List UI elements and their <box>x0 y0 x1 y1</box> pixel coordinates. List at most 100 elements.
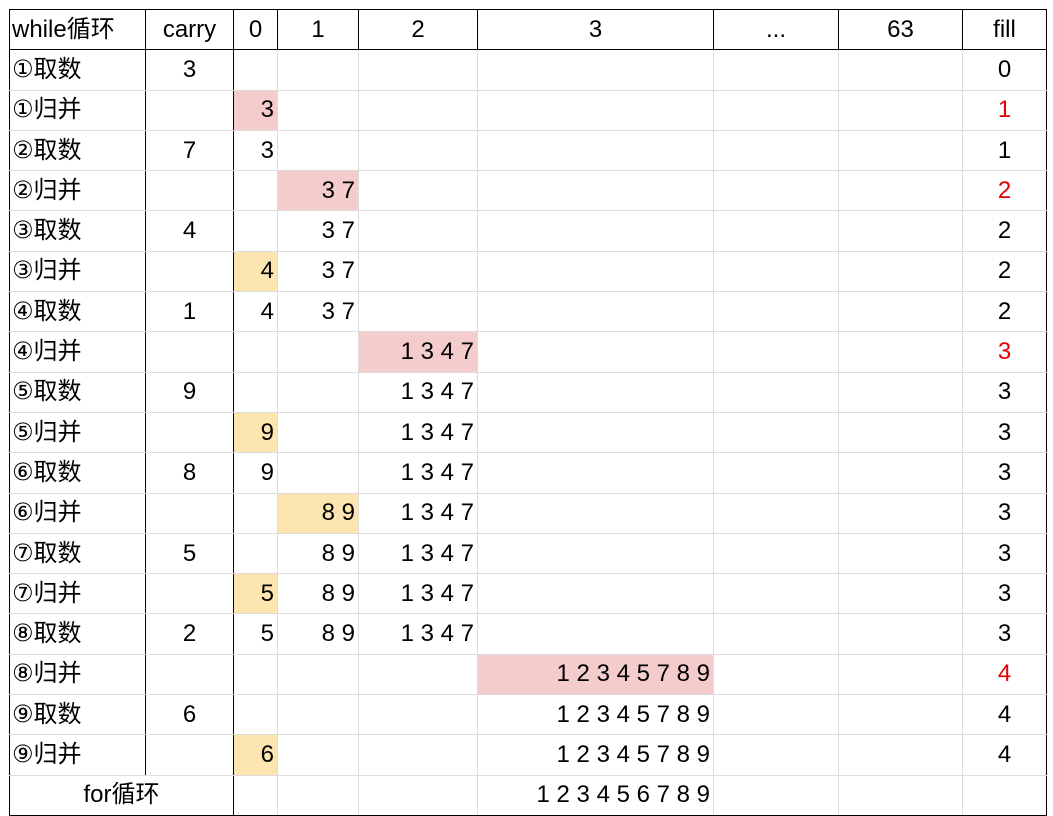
fill-cell: 4 <box>962 734 1047 776</box>
bucket-1-cell <box>277 89 359 131</box>
carry-cell: 2 <box>145 613 234 655</box>
bucket-ellipsis-cell <box>713 734 839 776</box>
bucket-2-cell <box>358 129 478 172</box>
bucket-63-cell <box>838 331 963 373</box>
bucket-1-cell <box>277 452 359 494</box>
row-label: ④归并 <box>9 331 146 373</box>
header-bucket-1: 1 <box>277 8 359 51</box>
for-loop-result: 1 2 3 4 5 6 7 8 9 <box>477 774 714 816</box>
carry-cell: 3 <box>145 49 234 91</box>
bucket-ellipsis-cell <box>713 89 839 131</box>
table-row: ④取数 1 4 3 7 2 <box>9 291 1047 333</box>
row-label: ①归并 <box>9 89 146 131</box>
bucket-63-cell <box>838 573 963 615</box>
carry-cell <box>145 170 234 212</box>
bucket-63-cell <box>838 129 963 172</box>
carry-cell <box>145 492 234 534</box>
fill-cell: 3 <box>962 492 1047 534</box>
bucket-3-cell <box>477 492 714 534</box>
header-bucket-ellipsis: ... <box>713 8 839 51</box>
fill-cell: 3 <box>962 371 1047 413</box>
row-label: ⑨归并 <box>9 734 146 776</box>
bucket-ellipsis-cell <box>713 573 839 615</box>
bucket-2-cell: 1 3 4 7 <box>358 331 478 373</box>
header-fill: fill <box>962 8 1047 51</box>
bucket-ellipsis-cell <box>713 653 839 696</box>
for-loop-empty-cell <box>713 774 839 816</box>
row-label: ⑤取数 <box>9 371 146 413</box>
bucket-ellipsis-cell <box>713 291 839 333</box>
bucket-3-cell <box>477 170 714 212</box>
header-while-loop: while循环 <box>9 8 146 51</box>
bucket-2-cell: 1 3 4 7 <box>358 532 478 575</box>
header-carry: carry <box>145 8 234 51</box>
row-label: ⑥归并 <box>9 492 146 534</box>
carry-cell: 5 <box>145 532 234 575</box>
bucket-3-cell <box>477 371 714 413</box>
bucket-1-cell <box>277 49 359 91</box>
table-row: ③取数 4 3 7 2 <box>9 210 1047 252</box>
table-row: ①取数 3 0 <box>9 49 1047 91</box>
bucket-0-cell: 4 <box>233 250 278 293</box>
table-row: ⑧归并 1 2 3 4 5 7 8 9 4 <box>9 653 1047 696</box>
bucket-0-cell <box>233 331 278 373</box>
row-label: ①取数 <box>9 49 146 91</box>
carry-cell <box>145 653 234 696</box>
bucket-2-cell <box>358 734 478 776</box>
bucket-ellipsis-cell <box>713 49 839 91</box>
table-row: ⑨归并 6 1 2 3 4 5 7 8 9 4 <box>9 734 1047 776</box>
carry-cell: 8 <box>145 452 234 494</box>
fill-cell: 3 <box>962 532 1047 575</box>
carry-cell: 9 <box>145 371 234 413</box>
bucket-3-cell <box>477 89 714 131</box>
bucket-ellipsis-cell <box>713 492 839 534</box>
bucket-2-cell: 1 3 4 7 <box>358 492 478 534</box>
carry-cell <box>145 734 234 776</box>
fill-cell: 1 <box>962 129 1047 172</box>
row-label: ⑦归并 <box>9 573 146 615</box>
bucket-1-cell: 3 7 <box>277 170 359 212</box>
bucket-3-cell <box>477 210 714 252</box>
bucket-63-cell <box>838 170 963 212</box>
fill-cell: 4 <box>962 694 1047 736</box>
bucket-3-cell <box>477 250 714 293</box>
bucket-63-cell <box>838 452 963 494</box>
bucket-ellipsis-cell <box>713 210 839 252</box>
bucket-63-cell <box>838 250 963 293</box>
for-loop-empty-cell <box>358 774 478 816</box>
bucket-63-cell <box>838 734 963 776</box>
header-row: while循环 carry 0 1 2 3 ... 63 fill <box>9 8 1047 51</box>
bucket-0-cell: 4 <box>233 291 278 333</box>
bucket-0-cell: 3 <box>233 89 278 131</box>
bucket-ellipsis-cell <box>713 371 839 413</box>
table-row: ②归并 3 7 2 <box>9 170 1047 212</box>
bucket-63-cell <box>838 89 963 131</box>
fill-cell: 2 <box>962 291 1047 333</box>
table-row: ③归并 4 3 7 2 <box>9 250 1047 293</box>
row-label: ②归并 <box>9 170 146 212</box>
header-bucket-63: 63 <box>838 8 963 51</box>
for-loop-row: for循环 1 2 3 4 5 6 7 8 9 <box>9 774 1047 816</box>
row-label: ③取数 <box>9 210 146 252</box>
row-label: ④取数 <box>9 291 146 333</box>
table-row: ④归并 1 3 4 7 3 <box>9 331 1047 373</box>
bucket-2-cell <box>358 694 478 736</box>
bucket-1-cell: 8 9 <box>277 532 359 575</box>
header-bucket-3: 3 <box>477 8 714 51</box>
bucket-3-cell <box>477 49 714 91</box>
fill-cell: 2 <box>962 250 1047 293</box>
bucket-63-cell <box>838 492 963 534</box>
bucket-ellipsis-cell <box>713 694 839 736</box>
bucket-merge-table: while循环 carry 0 1 2 3 ... 63 fill ①取数 3 0 ①… <box>9 8 1047 816</box>
table-row: ②取数 7 3 1 <box>9 129 1047 172</box>
bucket-1-cell: 8 9 <box>277 573 359 615</box>
fill-cell: 1 <box>962 89 1047 131</box>
bucket-2-cell <box>358 170 478 212</box>
bucket-63-cell <box>838 371 963 413</box>
header-bucket-0: 0 <box>233 8 278 51</box>
carry-cell: 6 <box>145 694 234 736</box>
bucket-1-cell: 8 9 <box>277 613 359 655</box>
bucket-0-cell: 9 <box>233 452 278 494</box>
bucket-63-cell <box>838 653 963 696</box>
bucket-3-cell <box>477 331 714 373</box>
